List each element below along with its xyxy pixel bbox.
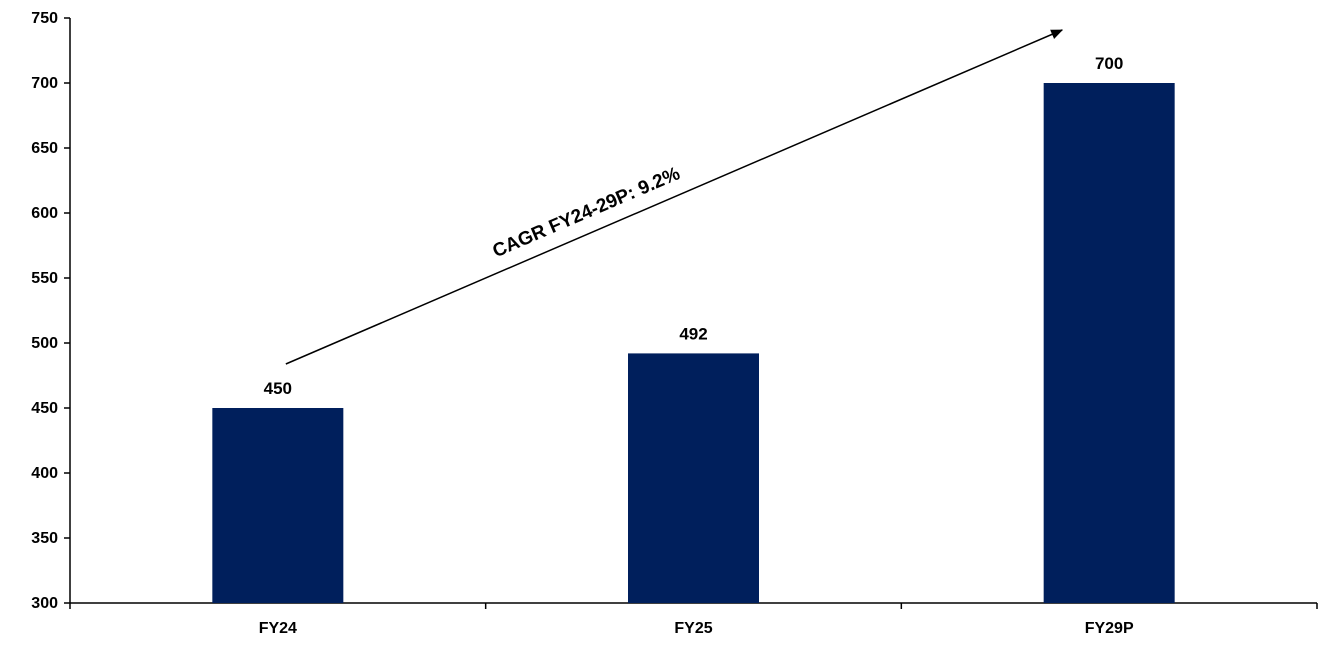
y-tick-label: 300 (31, 595, 58, 612)
bars-group (212, 83, 1175, 603)
x-axis: FY24 FY25 FY29P (69, 602, 1318, 637)
y-tick-label: 700 (31, 75, 58, 92)
y-tick-label: 600 (31, 205, 58, 222)
y-tick-label: 650 (31, 140, 58, 157)
cagr-arrow (285, 29, 1064, 365)
y-tick-label: 400 (31, 465, 58, 482)
x-tick-label: FY25 (674, 620, 712, 637)
bar (1043, 83, 1175, 603)
y-tick-label: 550 (31, 270, 58, 287)
y-tick-label: 450 (31, 400, 58, 417)
x-tick-label: FY29P (1085, 620, 1134, 637)
data-label: 700 (1095, 54, 1123, 73)
y-axis: 300 350 400 450 500 550 600 650 700 750 (31, 10, 71, 612)
bar (628, 353, 759, 603)
y-tick-label: 750 (31, 10, 58, 27)
y-tick-label: 350 (31, 530, 58, 547)
data-labels-group: 450 492 700 (264, 54, 1124, 398)
bar (212, 408, 344, 603)
y-tick-label: 500 (31, 335, 58, 352)
cagr-annotation: CAGR FY24-29P: 9.2% (285, 29, 1064, 365)
cagr-annotation-text: CAGR FY24-29P: 9.2% (490, 163, 684, 262)
data-label: 450 (264, 379, 292, 398)
data-label: 492 (679, 324, 707, 343)
x-tick-label: FY24 (259, 620, 297, 637)
